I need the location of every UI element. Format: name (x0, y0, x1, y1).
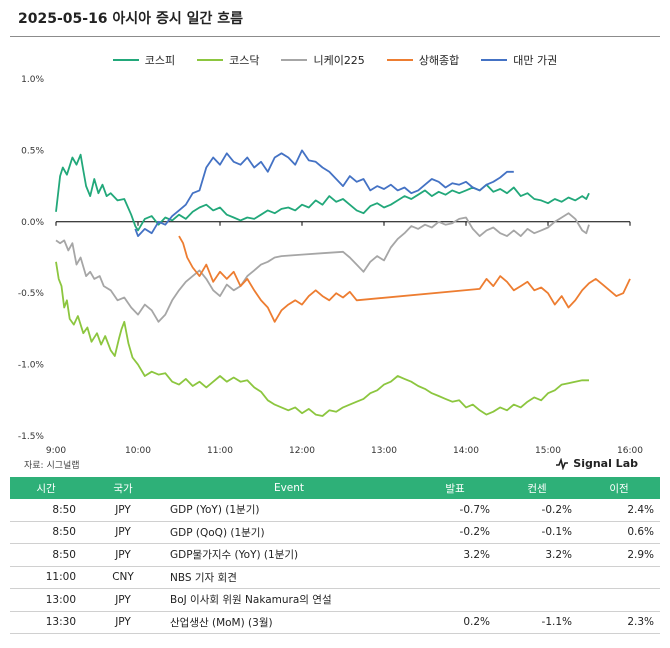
legend-label-nikkei: 니케이225 (313, 54, 365, 67)
cell-consensus (496, 566, 578, 589)
y-tick-label: -1.0% (18, 361, 45, 371)
y-tick-label: -0.5% (18, 289, 45, 299)
header-previous: 이전 (578, 477, 660, 499)
header-country: 국가 (82, 477, 164, 499)
cell-country: JPY (82, 521, 164, 544)
cell-time: 8:50 (10, 543, 82, 567)
header-event: Event (164, 477, 414, 499)
cell-consensus: -0.1% (496, 521, 578, 544)
kospi-line (55, 153, 590, 232)
cell-event: GDP물가지수 (YoY) (1분기) (164, 543, 414, 567)
x-tick-label: 9:00 (46, 446, 66, 456)
legend-label-kosdaq: 코스닥 (229, 54, 260, 67)
cell-country: JPY (82, 499, 164, 522)
table-row: 13:30 JPY 산업생산 (MoM) (3월) 0.2% -1.1% 2.3… (10, 611, 660, 634)
legend-swatch-nikkei (281, 59, 308, 61)
brand-name: Signal Lab (573, 457, 638, 470)
economic-events-table: 시간 국가 Event 발표 컨센 이전 8:50 JPY GDP (YoY) … (10, 477, 660, 634)
legend-swatch-kosdaq (197, 59, 224, 61)
cell-previous: 2.9% (578, 543, 660, 567)
cell-previous: 2.4% (578, 499, 660, 522)
table-row: 8:50 JPY GDP (QoQ) (1분기) -0.2% -0.1% 0.6… (10, 521, 660, 544)
cell-actual: 3.2% (414, 543, 496, 567)
legend-label-taiwan: 대만 가권 (513, 54, 558, 67)
legend-item-kosdaq: 코스닥 (197, 52, 259, 68)
cell-time: 8:50 (10, 521, 82, 544)
cell-time: 13:30 (10, 611, 82, 634)
cell-previous (578, 566, 660, 589)
table-row: 13:00 JPY BoJ 이사회 위원 Nakamura의 연설 (10, 588, 660, 612)
table-row: 8:50 JPY GDP (YoY) (1분기) -0.7% -0.2% 2.4… (10, 499, 660, 522)
legend-label-kospi: 코스피 (144, 54, 176, 67)
cell-previous: 0.6% (578, 521, 660, 544)
cell-time: 11:00 (10, 566, 82, 589)
shanghai-line (178, 235, 631, 323)
legend-item-kospi: 코스피 (112, 52, 176, 68)
cell-event: BoJ 이사회 위원 Nakamura의 연설 (164, 588, 414, 612)
x-axis-ticks: 9:00 10:00 11:00 12:00 13:00 14:00 15:00 16:00 (46, 221, 643, 456)
title-divider (10, 36, 660, 37)
cell-time: 8:50 (10, 499, 82, 522)
cell-event: NBS 기자 회견 (164, 566, 414, 589)
legend-item-nikkei: 니케이225 (281, 52, 365, 68)
cell-country: JPY (82, 543, 164, 567)
legend-label-shanghai: 상해종합 (418, 54, 460, 67)
x-tick-label: 10:00 (125, 446, 151, 456)
legend-item-shanghai: 상해종합 (386, 52, 460, 68)
line-chart: 1.0% 0.5% 0.0% -0.5% -1.0% -1.5% 9:00 10:00 11:… (18, 75, 643, 456)
cell-actual (414, 588, 496, 612)
x-tick-label: 12:00 (289, 446, 315, 456)
cell-actual: -0.7% (414, 499, 496, 522)
legend-item-taiwan: 대만 가권 (481, 52, 557, 68)
cell-event: GDP (QoQ) (1분기) (164, 521, 414, 544)
y-axis-ticks: 1.0% 0.5% 0.0% -0.5% -1.0% -1.5% (18, 75, 45, 442)
taiwan-line (134, 149, 514, 238)
legend-swatch-kospi (112, 59, 139, 61)
y-tick-label: 0.0% (21, 218, 44, 228)
x-tick-label: 15:00 (535, 446, 561, 456)
table-row: 11:00 CNY NBS 기자 회견 (10, 566, 660, 589)
cell-consensus (496, 588, 578, 612)
cell-country: JPY (82, 611, 164, 634)
cell-previous (578, 588, 660, 612)
header-consensus: 컨센 (496, 477, 578, 499)
table-header-row: 시간 국가 Event 발표 컨센 이전 (10, 477, 660, 499)
y-tick-label: 1.0% (21, 75, 44, 85)
cell-country: CNY (82, 566, 164, 589)
x-tick-label: 13:00 (371, 446, 397, 456)
brand-logo: Signal Lab (555, 457, 638, 470)
cell-actual: 0.2% (414, 611, 496, 634)
cell-previous: 2.3% (578, 611, 660, 634)
cell-actual: -0.2% (414, 521, 496, 544)
header-actual: 발표 (414, 477, 496, 499)
nikkei225-line (55, 212, 590, 323)
y-tick-label: 0.5% (21, 146, 44, 156)
cell-actual (414, 566, 496, 589)
cell-country: JPY (82, 588, 164, 612)
cell-event: 산업생산 (MoM) (3월) (164, 611, 414, 634)
source-note: 자료: 시그널랩 (24, 461, 80, 471)
cell-consensus: 3.2% (496, 543, 578, 567)
series-lines (55, 149, 631, 417)
kosdaq-line (55, 261, 589, 417)
header-time: 시간 (10, 477, 82, 499)
legend-swatch-taiwan (481, 59, 508, 61)
chart-legend: 코스피 코스닥 니케이225 상해종합 대만 가권 (0, 52, 670, 68)
x-tick-label: 16:00 (617, 446, 643, 456)
x-tick-label: 14:00 (453, 446, 479, 456)
cell-consensus: -1.1% (496, 611, 578, 634)
table-row: 8:50 JPY GDP물가지수 (YoY) (1분기) 3.2% 3.2% 2… (10, 543, 660, 567)
y-tick-label: -1.5% (18, 432, 45, 442)
cell-event: GDP (YoY) (1분기) (164, 499, 414, 522)
legend-swatch-shanghai (386, 59, 413, 61)
cell-time: 13:00 (10, 588, 82, 612)
x-tick-label: 11:00 (207, 446, 233, 456)
page-title: 2025-05-16 아시아 증시 일간 흐름 (18, 11, 243, 27)
signal-wave-icon (556, 457, 569, 470)
cell-consensus: -0.2% (496, 499, 578, 522)
